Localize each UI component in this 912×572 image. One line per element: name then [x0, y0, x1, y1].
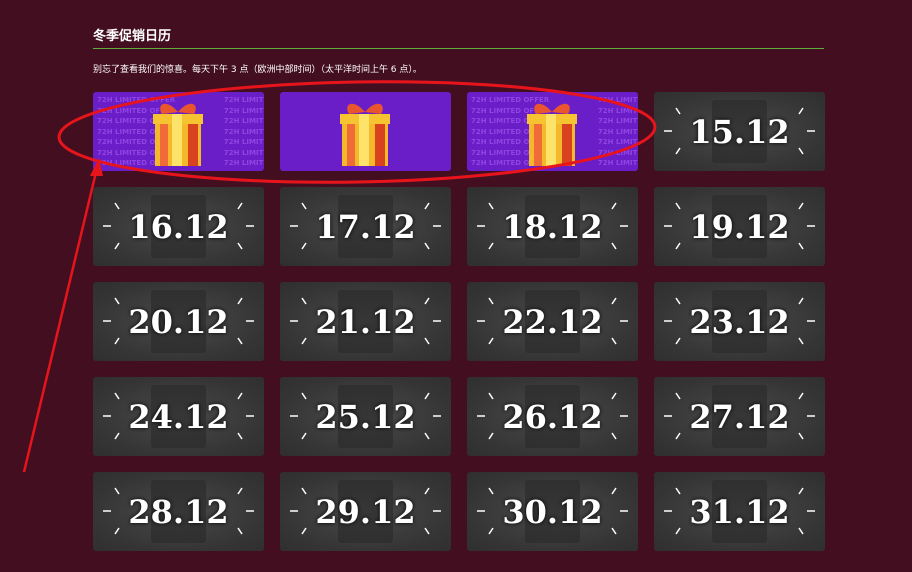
calendar-date: 20.12	[128, 302, 229, 341]
calendar-card-25.12[interactable]: 25.12	[280, 377, 451, 456]
calendar-card-22.12[interactable]: 22.12	[467, 282, 638, 361]
calendar-card-15.12[interactable]: 15.12	[654, 92, 825, 171]
locked-gift-icon	[525, 385, 580, 448]
calendar-card-20.12[interactable]: 20.12	[93, 282, 264, 361]
sparkle-rays-icon	[280, 377, 451, 456]
calendar-card-24.12[interactable]: 24.12	[93, 377, 264, 456]
calendar-date: 22.12	[502, 302, 603, 341]
calendar-date: 24.12	[128, 397, 229, 436]
sparkle-rays-icon	[93, 472, 264, 551]
divider	[93, 48, 824, 49]
calendar-card-28.12[interactable]: 28.12	[93, 472, 264, 551]
calendar-date: 28.12	[128, 492, 229, 531]
calendar-date: 31.12	[689, 492, 790, 531]
calendar-card-opened[interactable]: 72H LIMITED OFFER 72H LIMITED OFFER 72H …	[93, 92, 264, 171]
calendar-grid: 72H LIMITED OFFER 72H LIMITED OFFER 72H …	[93, 92, 825, 551]
page-subtitle: 别忘了查看我们的惊喜。每天下午 3 点（欧洲中部时间）（太平洋时间上午 6 点）…	[93, 65, 422, 75]
calendar-card-21.12[interactable]: 21.12	[280, 282, 451, 361]
sparkle-rays-icon	[280, 282, 451, 361]
sparkle-rays-icon	[467, 472, 638, 551]
sparkle-rays-icon	[93, 282, 264, 361]
gift-icon	[522, 98, 582, 168]
calendar-card-29.12[interactable]: 29.12	[280, 472, 451, 551]
calendar-card-opened[interactable]: 72H LIMITED OFFER 72H LIMITED OFFER 72H …	[467, 92, 638, 171]
locked-gift-icon	[525, 480, 580, 543]
calendar-date: 23.12	[689, 302, 790, 341]
calendar-date: 17.12	[315, 207, 416, 246]
calendar-date: 26.12	[502, 397, 603, 436]
page-title: 冬季促销日历	[93, 29, 172, 44]
locked-gift-icon	[338, 195, 393, 258]
locked-gift-icon	[712, 480, 767, 543]
sparkle-rays-icon	[93, 377, 264, 456]
locked-gift-icon	[151, 195, 206, 258]
locked-gift-icon	[712, 100, 767, 163]
gift-icon	[335, 98, 395, 168]
calendar-card-27.12[interactable]: 27.12	[654, 377, 825, 456]
calendar-card-19.12[interactable]: 19.12	[654, 187, 825, 266]
sparkle-rays-icon	[467, 377, 638, 456]
sparkle-rays-icon	[654, 282, 825, 361]
calendar-date: 15.12	[689, 112, 790, 151]
locked-gift-icon	[338, 290, 393, 353]
calendar-date: 30.12	[502, 492, 603, 531]
gift-icon	[148, 98, 208, 168]
calendar-card-31.12[interactable]: 31.12	[654, 472, 825, 551]
calendar-date: 19.12	[689, 207, 790, 246]
calendar-card-30.12[interactable]: 30.12	[467, 472, 638, 551]
calendar-card-16.12[interactable]: 16.12	[93, 187, 264, 266]
locked-gift-icon	[712, 290, 767, 353]
sparkle-rays-icon	[654, 187, 825, 266]
locked-gift-icon	[712, 195, 767, 258]
locked-gift-icon	[151, 385, 206, 448]
calendar-date: 25.12	[315, 397, 416, 436]
locked-gift-icon	[151, 290, 206, 353]
calendar-date: 27.12	[689, 397, 790, 436]
calendar-card-opened[interactable]	[280, 92, 451, 171]
sparkle-rays-icon	[467, 187, 638, 266]
calendar-card-17.12[interactable]: 17.12	[280, 187, 451, 266]
calendar-date: 16.12	[128, 207, 229, 246]
locked-gift-icon	[338, 480, 393, 543]
sparkle-rays-icon	[654, 92, 825, 171]
calendar-card-18.12[interactable]: 18.12	[467, 187, 638, 266]
locked-gift-icon	[525, 195, 580, 258]
sparkle-rays-icon	[654, 472, 825, 551]
calendar-card-26.12[interactable]: 26.12	[467, 377, 638, 456]
sparkle-rays-icon	[467, 282, 638, 361]
locked-gift-icon	[338, 385, 393, 448]
locked-gift-icon	[712, 385, 767, 448]
sparkle-rays-icon	[280, 472, 451, 551]
calendar-date: 21.12	[315, 302, 416, 341]
locked-gift-icon	[151, 480, 206, 543]
annotation-arrow	[22, 167, 99, 473]
locked-gift-icon	[525, 290, 580, 353]
sparkle-rays-icon	[280, 187, 451, 266]
calendar-card-23.12[interactable]: 23.12	[654, 282, 825, 361]
calendar-date: 18.12	[502, 207, 603, 246]
sparkle-rays-icon	[93, 187, 264, 266]
calendar-date: 29.12	[315, 492, 416, 531]
sparkle-rays-icon	[654, 377, 825, 456]
